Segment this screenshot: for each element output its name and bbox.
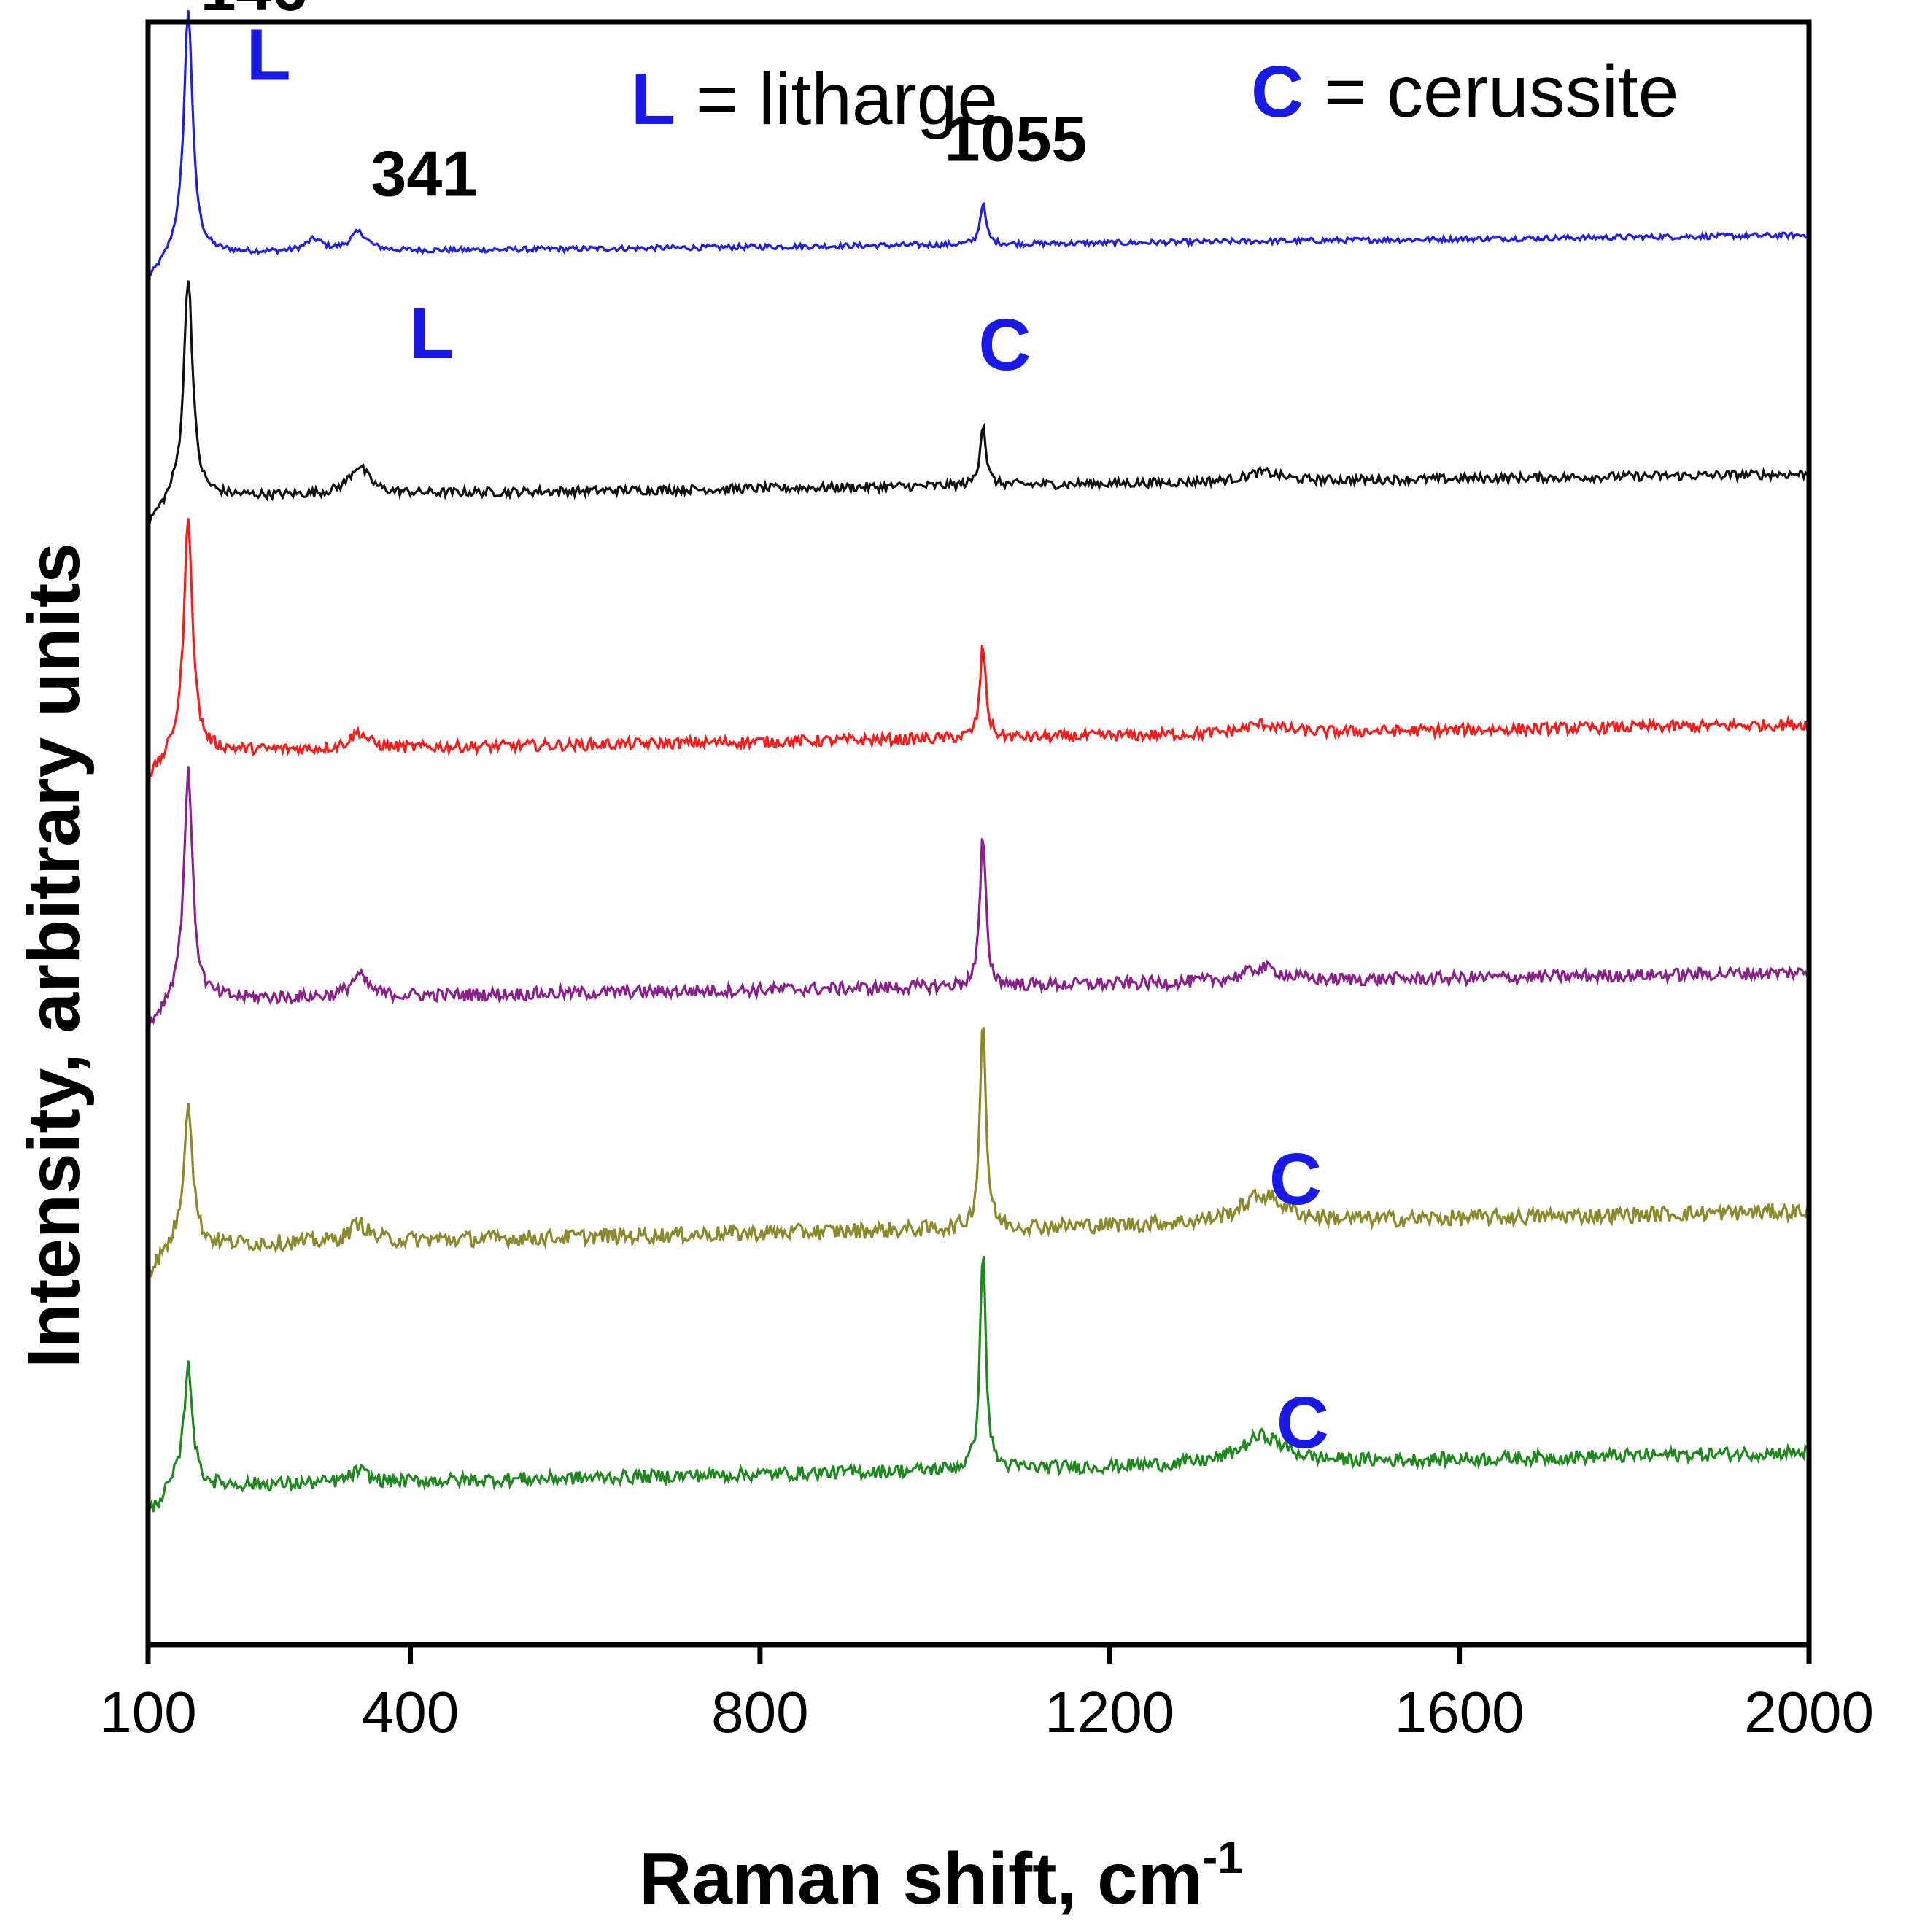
x-tick-label: 1600	[1395, 1680, 1525, 1745]
peak-position-label: 341	[371, 137, 478, 209]
series-line-spectrum-3	[148, 518, 1809, 780]
x-tick-label: 100	[99, 1680, 196, 1745]
raman-spectra-chart: 100 400 800 1200 1600 2000 L = litharge C = ce…	[0, 0, 1925, 1932]
legend: L = litharge C = cerussite	[631, 51, 1678, 140]
legend-item: L = litharge	[631, 58, 998, 140]
plot-area	[148, 10, 1809, 1512]
x-tick-label: 800	[711, 1680, 808, 1745]
series-line-spectrum-5	[148, 1028, 1809, 1276]
peak-phase-label: C	[978, 304, 1031, 386]
peak-phase-label: C	[1277, 1382, 1329, 1464]
legend-key: L	[631, 58, 675, 140]
peak-phase-label: C	[1269, 1138, 1322, 1220]
x-axis-title-text: Raman shift, cm	[639, 1838, 1202, 1920]
series-line-spectrum-6	[148, 1256, 1809, 1512]
x-tick-label: 1200	[1045, 1680, 1174, 1745]
series-line-spectrum-4	[148, 766, 1809, 1023]
peak-position-label: 1055	[945, 103, 1088, 175]
x-axis-title-superscript: -1	[1203, 1833, 1243, 1883]
legend-item: C = cerussite	[1251, 51, 1678, 133]
peak-annotations: 146L341L1055CCC	[201, 0, 1329, 1464]
y-axis-title: Intensity, arbitrary units	[13, 543, 95, 1368]
x-tick-label: 400	[362, 1680, 459, 1745]
legend-label: = cerussite	[1304, 51, 1678, 133]
x-axis: 100 400 800 1200 1600 2000	[99, 1645, 1874, 1745]
x-tick-label: 2000	[1744, 1680, 1874, 1745]
peak-phase-label: L	[409, 292, 454, 374]
x-axis-title: Raman shift, cm-1	[639, 1833, 1243, 1920]
peak-phase-label: L	[247, 14, 291, 96]
legend-key: C	[1251, 51, 1304, 133]
